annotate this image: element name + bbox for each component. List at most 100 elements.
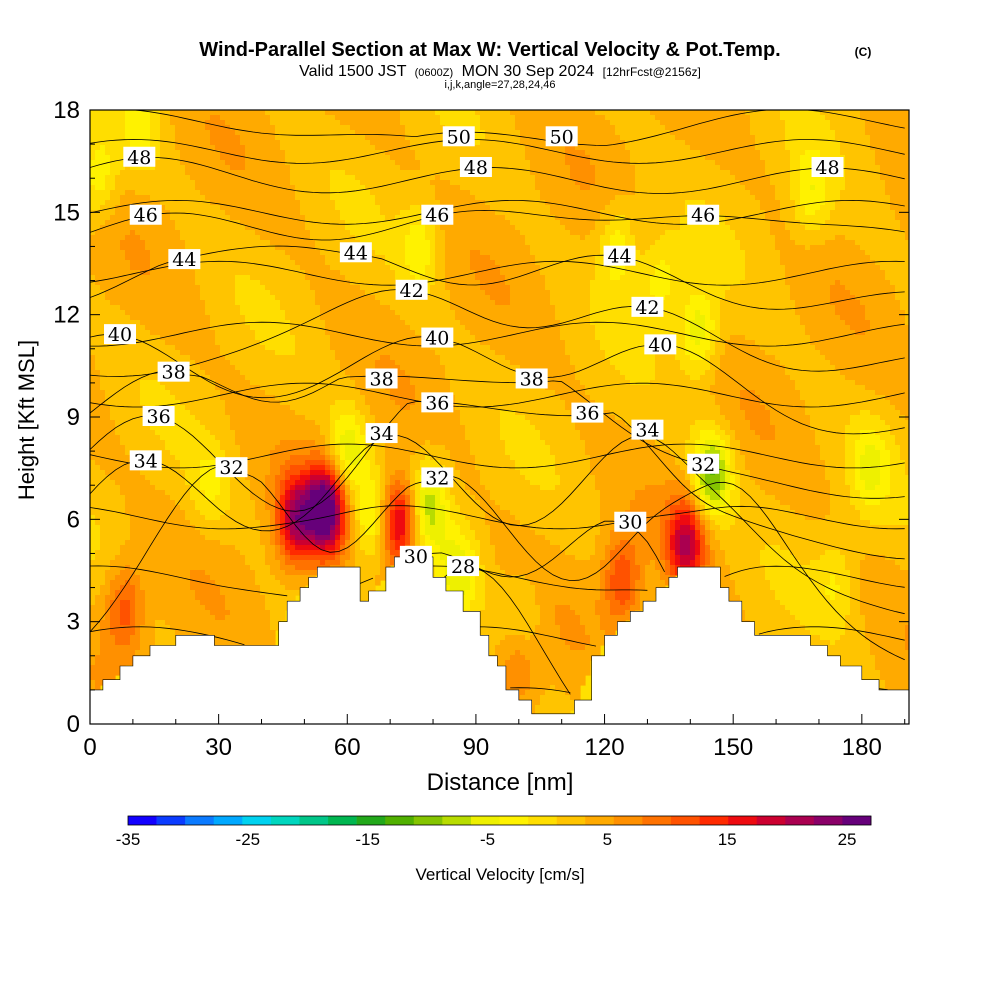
velocity-cell bbox=[235, 225, 241, 231]
velocity-cell bbox=[635, 165, 641, 171]
velocity-cell bbox=[260, 235, 266, 241]
velocity-cell bbox=[320, 205, 326, 211]
velocity-cell bbox=[730, 220, 736, 226]
velocity-cell bbox=[455, 115, 461, 121]
velocity-cell bbox=[95, 235, 101, 241]
velocity-cell bbox=[240, 120, 246, 126]
velocity-cell bbox=[515, 230, 521, 236]
velocity-cell bbox=[350, 170, 356, 176]
velocity-cell bbox=[675, 170, 681, 176]
velocity-cell bbox=[115, 225, 121, 231]
velocity-cell bbox=[785, 195, 791, 201]
velocity-cell bbox=[485, 175, 491, 181]
velocity-cell bbox=[545, 150, 551, 156]
velocity-cell bbox=[150, 200, 156, 206]
velocity-cell bbox=[210, 150, 216, 156]
velocity-cell bbox=[780, 250, 786, 256]
velocity-cell bbox=[685, 135, 691, 141]
velocity-cell bbox=[230, 250, 236, 256]
velocity-cell bbox=[650, 230, 656, 236]
velocity-cell bbox=[100, 235, 106, 241]
velocity-cell bbox=[380, 200, 386, 206]
velocity-cell bbox=[215, 120, 221, 126]
velocity-cell bbox=[495, 240, 501, 246]
velocity-cell bbox=[850, 255, 856, 261]
velocity-cell bbox=[720, 235, 726, 241]
velocity-cell bbox=[150, 115, 156, 121]
velocity-cell bbox=[275, 165, 281, 171]
velocity-cell bbox=[320, 180, 326, 186]
velocity-cell bbox=[675, 120, 681, 126]
velocity-cell bbox=[135, 115, 141, 121]
velocity-cell bbox=[775, 115, 781, 121]
velocity-cell bbox=[855, 170, 861, 176]
velocity-cell bbox=[165, 255, 171, 261]
velocity-cell bbox=[180, 135, 186, 141]
velocity-cell bbox=[340, 140, 346, 146]
velocity-cell bbox=[480, 245, 486, 251]
velocity-cell bbox=[440, 200, 446, 206]
velocity-cell bbox=[380, 205, 386, 211]
velocity-cell bbox=[535, 125, 541, 131]
velocity-cell bbox=[265, 130, 271, 136]
velocity-cell bbox=[810, 185, 816, 191]
velocity-cell bbox=[390, 160, 396, 166]
velocity-cell bbox=[640, 130, 646, 136]
velocity-cell bbox=[535, 155, 541, 161]
velocity-cell bbox=[780, 240, 786, 246]
velocity-cell bbox=[180, 225, 186, 231]
velocity-cell bbox=[445, 230, 451, 236]
velocity-cell bbox=[555, 190, 561, 196]
velocity-cell bbox=[365, 165, 371, 171]
velocity-cell bbox=[740, 145, 746, 151]
velocity-cell bbox=[835, 240, 841, 246]
velocity-cell bbox=[480, 135, 486, 141]
velocity-cell bbox=[565, 175, 571, 181]
velocity-cell bbox=[595, 255, 601, 261]
velocity-cell bbox=[760, 235, 766, 241]
velocity-cell bbox=[550, 160, 556, 166]
velocity-cell bbox=[280, 135, 286, 141]
velocity-cell bbox=[155, 130, 161, 136]
velocity-cell bbox=[385, 200, 391, 206]
velocity-cell bbox=[835, 135, 841, 141]
velocity-cell bbox=[340, 210, 346, 216]
velocity-cell bbox=[785, 125, 791, 131]
velocity-cell bbox=[600, 150, 606, 156]
velocity-cell bbox=[630, 195, 636, 201]
velocity-cell bbox=[790, 175, 796, 181]
velocity-cell bbox=[600, 235, 606, 241]
velocity-cell bbox=[315, 230, 321, 236]
velocity-cell bbox=[265, 220, 271, 226]
velocity-cell bbox=[165, 170, 171, 176]
velocity-cell bbox=[810, 150, 816, 156]
velocity-cell bbox=[615, 155, 621, 161]
velocity-cell bbox=[225, 255, 231, 261]
velocity-cell bbox=[615, 110, 621, 116]
velocity-cell bbox=[730, 170, 736, 176]
velocity-cell bbox=[195, 185, 201, 191]
velocity-cell bbox=[855, 160, 861, 166]
velocity-cell bbox=[530, 135, 536, 141]
velocity-cell bbox=[485, 245, 491, 251]
velocity-cell bbox=[235, 230, 241, 236]
velocity-cell bbox=[715, 195, 721, 201]
velocity-cell bbox=[400, 170, 406, 176]
velocity-cell bbox=[685, 240, 691, 246]
velocity-cell bbox=[530, 150, 536, 156]
velocity-cell bbox=[425, 180, 431, 186]
velocity-cell bbox=[725, 145, 731, 151]
velocity-cell bbox=[870, 190, 876, 196]
velocity-cell bbox=[425, 170, 431, 176]
velocity-cell bbox=[335, 115, 341, 121]
velocity-cell bbox=[170, 230, 176, 236]
velocity-cell bbox=[405, 175, 411, 181]
velocity-cell bbox=[290, 245, 296, 251]
velocity-cell bbox=[440, 145, 446, 151]
velocity-cell bbox=[585, 190, 591, 196]
velocity-cell bbox=[100, 140, 106, 146]
velocity-cell bbox=[590, 245, 596, 251]
velocity-cell bbox=[320, 150, 326, 156]
velocity-cell bbox=[830, 230, 836, 236]
velocity-cell bbox=[585, 170, 591, 176]
